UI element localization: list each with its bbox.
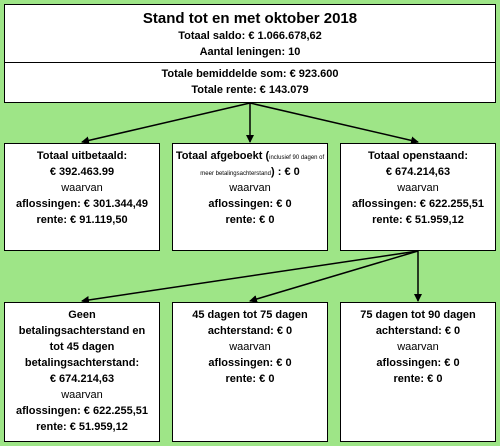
paid-out-interest: rente: € 91.119,50 [36,214,128,226]
written-off-amount: : € 0 [277,166,300,178]
arrears-45-75-line1: 45 dagen tot 75 dagen [192,309,308,321]
summary-header: Stand tot en met oktober 2018 Totaal sal… [5,5,495,63]
paid-out-amount: € 392.463.99 [49,166,115,178]
total-mediated-sum: Totale bemiddelde som: € 923.600 [161,68,339,80]
outstanding-amount: € 674.214,63 [385,166,451,178]
paid-out-waarvan: waarvan [61,182,103,194]
arrow-to-45-75 [249,250,419,303]
arrears-75-90-line1: 75 dagen tot 90 dagen [360,309,476,321]
outstanding-box: Totaal openstaand: € 674.214,63 waarvan … [340,143,496,251]
outstanding-repayments: aflossingen: € 622.255,51 [351,198,485,210]
arrow-to-geen-achterstand [81,250,419,304]
written-off-interest: rente: € 0 [225,214,275,226]
no-arrears-line2: betalingsachterstand en [18,325,146,337]
arrears-45-75-repayments: aflossingen: € 0 [208,357,292,369]
arrears-45-75-interest: rente: € 0 [225,373,275,385]
outstanding-waarvan: waarvan [397,182,439,194]
no-arrears-waarvan: waarvan [61,389,103,401]
paid-out-title: Totaal uitbetaald: [36,150,128,162]
outstanding-interest: rente: € 51.959,12 [372,214,464,226]
written-off-note: inclusief 90 dagen of meer betalingsacht… [200,155,325,177]
written-off-waarvan: waarvan [229,182,271,194]
arrears-45-75-line2: achterstand: € 0 [207,325,293,337]
written-off-title: Totaal afgeboekt [175,150,263,162]
no-arrears-repayments: aflossingen: € 622.255,51 [15,405,149,417]
arrow-to-uitbetaald [81,102,251,145]
total-interest: Totale rente: € 143.079 [191,84,309,96]
total-saldo: Totaal saldo: € 1.066.678,62 [178,30,322,42]
loan-count: Aantal leningen: 10 [199,46,301,58]
arrears-45-75-box: 45 dagen tot 75 dagen achterstand: € 0 w… [172,302,328,442]
paid-out-repayments: aflossingen: € 301.344,49 [15,198,149,210]
written-off-note-close: ) [270,166,275,178]
arrears-45-75-waarvan: waarvan [229,341,271,353]
written-off-box: Totaal afgeboekt (inclusief 90 dagen of … [172,143,328,251]
no-arrears-amount: € 674.214,63 [49,373,115,385]
arrears-75-90-interest: rente: € 0 [393,373,443,385]
written-off-note-open: ( [265,150,270,162]
page-title: Stand tot en met oktober 2018 [142,10,358,27]
summary-box: Stand tot en met oktober 2018 Totaal sal… [4,4,496,103]
arrears-75-90-waarvan: waarvan [397,341,439,353]
arrears-75-90-repayments: aflossingen: € 0 [376,357,460,369]
no-arrears-interest: rente: € 51.959,12 [36,421,128,433]
no-arrears-line4: betalingsachterstand: [24,357,140,369]
arrow-to-openstaand [249,102,419,145]
paid-out-box: Totaal uitbetaald: € 392.463.99 waarvan … [4,143,160,251]
no-arrears-box: Geen betalingsachterstand en tot 45 dage… [4,302,160,442]
no-arrears-line1: Geen [68,309,96,321]
arrears-75-90-box: 75 dagen tot 90 dagen achterstand: € 0 w… [340,302,496,442]
no-arrears-line3: tot 45 dagen [49,341,115,353]
written-off-title-line: Totaal afgeboekt (inclusief 90 dagen of … [173,148,327,180]
outstanding-title: Totaal openstaand: [367,150,469,162]
arrears-75-90-line2: achterstand: € 0 [375,325,461,337]
summary-totals: Totale bemiddelde som: € 923.600 Totale … [5,63,495,98]
written-off-repayments: aflossingen: € 0 [208,198,292,210]
